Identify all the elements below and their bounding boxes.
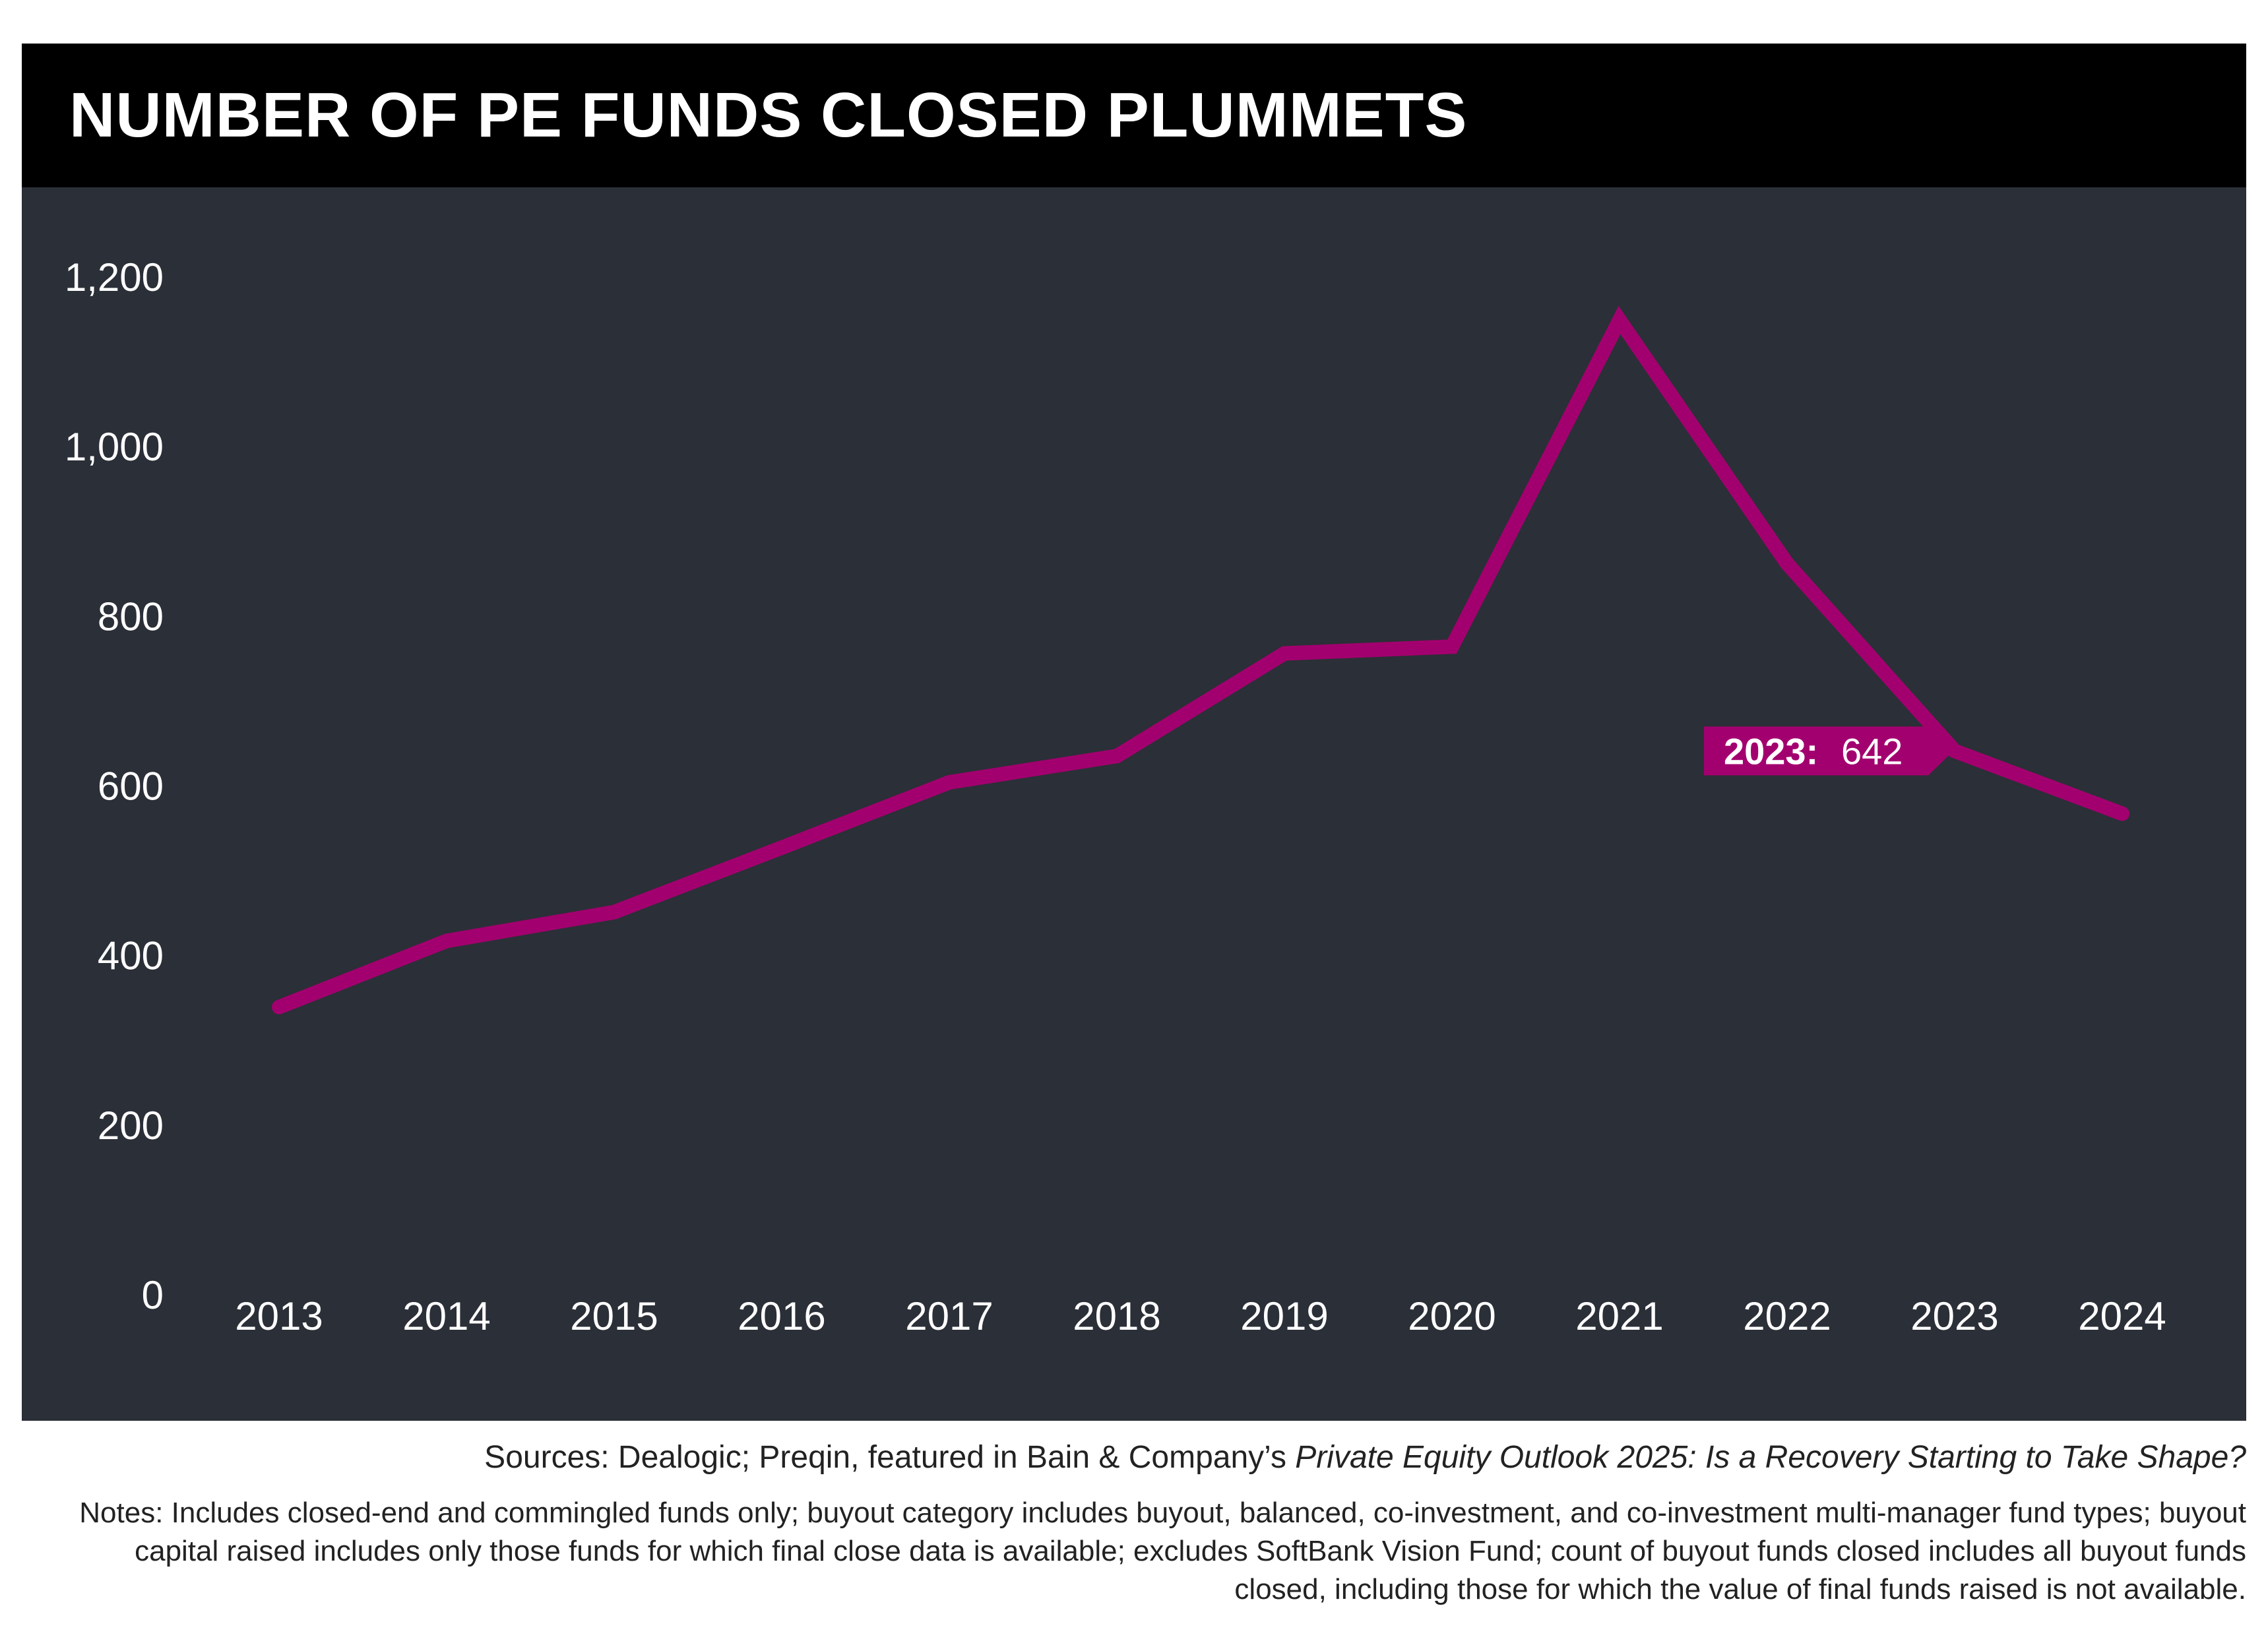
- x-tick-label: 2018: [1073, 1294, 1160, 1338]
- y-tick-label: 0: [142, 1273, 164, 1317]
- notes-text: Notes: Includes closed-end and commingle…: [79, 1497, 2246, 1605]
- sources-note: Sources: Dealogic; Preqin, featured in B…: [22, 1438, 2246, 1478]
- data-point: [774, 840, 789, 856]
- data-point: [272, 999, 286, 1014]
- x-tick-label: 2020: [1408, 1294, 1496, 1338]
- x-tick-label: 2016: [738, 1294, 825, 1338]
- data-point: [1277, 646, 1292, 661]
- x-tick-label: 2023: [1910, 1294, 1998, 1338]
- x-tick-label: 2015: [570, 1294, 658, 1338]
- x-tick-label: 2014: [402, 1294, 490, 1338]
- y-tick-label: 1,000: [65, 425, 164, 469]
- data-point: [607, 904, 621, 919]
- x-tick-label: 2019: [1240, 1294, 1328, 1338]
- data-point: [2115, 806, 2129, 821]
- data-point: [439, 933, 454, 949]
- annotation-callout: [1704, 726, 1953, 776]
- chart-title: NUMBER OF PE FUNDS CLOSED PLUMMETS: [69, 80, 1468, 150]
- annotation-value: 642: [1841, 730, 1903, 772]
- chart-title-bar: NUMBER OF PE FUNDS CLOSED PLUMMETS: [22, 44, 2246, 187]
- data-point: [1947, 743, 1962, 759]
- x-tick-label: 2013: [235, 1294, 323, 1338]
- data-point: [942, 775, 957, 790]
- data-point: [1780, 556, 1794, 571]
- sources-prefix: Sources: Dealogic; Preqin, featured in B…: [484, 1440, 1296, 1475]
- sources-publication: Private Equity Outlook 2025: Is a Recove…: [1295, 1440, 2246, 1475]
- y-tick-label: 600: [98, 764, 164, 809]
- y-tick-label: 800: [98, 594, 164, 638]
- data-point: [1612, 313, 1627, 328]
- series-line: [276, 305, 2125, 1014]
- line-chart: 0 200 400 600 800 1,000 1,200 2013 2014 2015 2016 2…: [65, 255, 2166, 1338]
- y-tick-label: 200: [98, 1104, 164, 1148]
- data-point: [1445, 639, 1459, 654]
- data-point: [1110, 749, 1124, 764]
- x-tick-label: 2021: [1575, 1294, 1663, 1338]
- plot-panel: [22, 187, 2246, 1421]
- x-tick-label: 2017: [905, 1294, 993, 1338]
- x-tick-label: 2024: [2078, 1294, 2166, 1338]
- y-tick-label: 1,200: [65, 255, 164, 299]
- x-tick-label: 2022: [1743, 1294, 1831, 1338]
- annotation-year: 2023:: [1724, 730, 1818, 772]
- y-tick-label: 400: [98, 934, 164, 978]
